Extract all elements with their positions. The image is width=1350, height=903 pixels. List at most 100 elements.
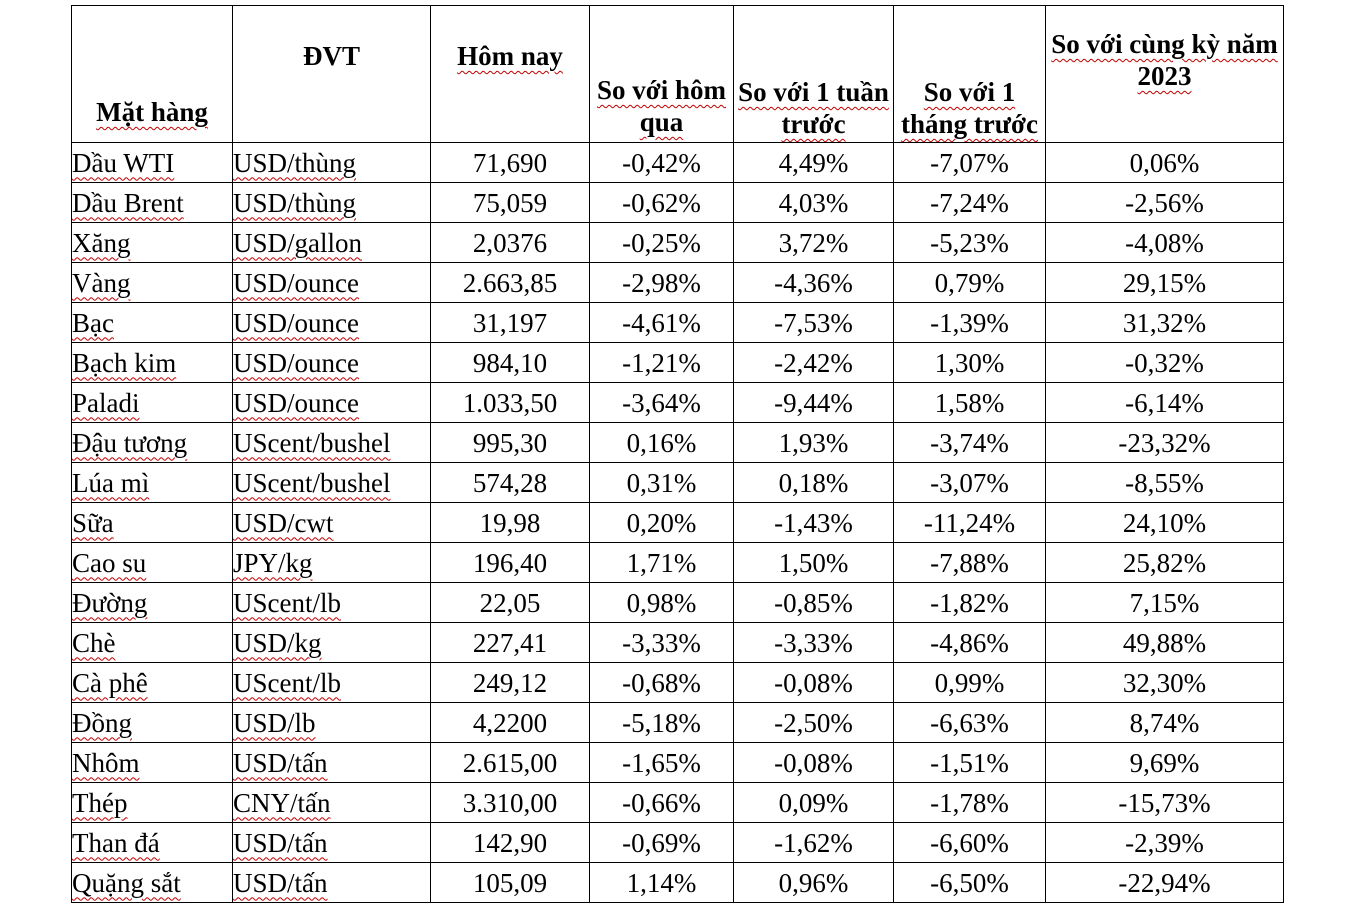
cell-vs-day: -1,21%	[589, 342, 734, 383]
cell-vs-month: -1,78%	[893, 782, 1046, 823]
cell-today: 2,0376	[430, 222, 590, 263]
cell-item: Quặng sắt	[71, 862, 233, 903]
cell-vs-day: 1,71%	[589, 542, 734, 583]
cell-vs-year: -0,32%	[1045, 342, 1284, 383]
cell-vs-week: 3,72%	[733, 222, 894, 263]
cell-vs-year: 0,06%	[1045, 142, 1284, 183]
table-body: Dầu WTI USD/thùng 71,690 -0,42% 4,49% -7,07% 0…	[71, 142, 1284, 903]
cell-vs-day: 0,20%	[589, 502, 734, 543]
cell-vs-week: -2,42%	[733, 342, 894, 383]
cell-today: 2.615,00	[430, 742, 590, 783]
cell-today: 3.310,00	[430, 782, 590, 823]
cell-vs-month: -5,23%	[893, 222, 1046, 263]
cell-vs-week: 1,50%	[733, 542, 894, 583]
cell-vs-week: -9,44%	[733, 382, 894, 423]
cell-unit: USD/lb	[232, 702, 431, 743]
cell-today: 105,09	[430, 862, 590, 903]
cell-unit: USD/ounce	[232, 302, 431, 343]
cell-vs-year: 49,88%	[1045, 622, 1284, 663]
cell-vs-week: -0,85%	[733, 582, 894, 623]
cell-item: Bạc	[71, 302, 233, 343]
table-row: Paladi USD/ounce 1.033,50 -3,64% -9,44% 1,58%…	[71, 382, 1284, 423]
cell-vs-day: -4,61%	[589, 302, 734, 343]
cell-vs-day: 0,16%	[589, 422, 734, 463]
table-row: Dầu WTI USD/thùng 71,690 -0,42% 4,49% -7,07% 0…	[71, 142, 1284, 183]
cell-vs-month: -4,86%	[893, 622, 1046, 663]
header-cell-vs-year: So với cùng kỳ năm 2023	[1045, 5, 1284, 143]
cell-vs-month: 1,58%	[893, 382, 1046, 423]
cell-vs-week: 4,49%	[733, 142, 894, 183]
cell-vs-month: -3,74%	[893, 422, 1046, 463]
cell-vs-month: -1,51%	[893, 742, 1046, 783]
cell-item: Vàng	[71, 262, 233, 303]
header-row: Mặt hàng ĐVT Hôm nay So với hôm qua So v…	[71, 5, 1284, 143]
table-row: Xăng USD/gallon 2,0376 -0,25% 3,72% -5,23% -4,…	[71, 222, 1284, 263]
table-row: Sữa USD/cwt 19,98 0,20% -1,43% -11,24% 24,10%	[71, 502, 1284, 543]
cell-item: Than đá	[71, 822, 233, 863]
cell-vs-year: -4,08%	[1045, 222, 1284, 263]
cell-vs-day: -5,18%	[589, 702, 734, 743]
cell-vs-month: -7,07%	[893, 142, 1046, 183]
cell-item: Đường	[71, 582, 233, 623]
cell-vs-week: 1,93%	[733, 422, 894, 463]
cell-item: Paladi	[71, 382, 233, 423]
table-row: Đậu tương UScent/bushel 995,30 0,16% 1,93% -3…	[71, 422, 1284, 463]
cell-item: Dầu Brent	[71, 182, 233, 223]
cell-today: 227,41	[430, 622, 590, 663]
table-row: Bạch kim USD/ounce 984,10 -1,21% -2,42% 1,30%…	[71, 342, 1284, 383]
commodity-price-table: Mặt hàng ĐVT Hôm nay So với hôm qua So v…	[71, 5, 1284, 903]
cell-vs-day: -0,42%	[589, 142, 734, 183]
cell-today: 75,059	[430, 182, 590, 223]
cell-vs-month: 1,30%	[893, 342, 1046, 383]
cell-vs-year: 29,15%	[1045, 262, 1284, 303]
cell-vs-day: -3,33%	[589, 622, 734, 663]
cell-vs-year: 8,74%	[1045, 702, 1284, 743]
cell-vs-week: -1,62%	[733, 822, 894, 863]
cell-today: 19,98	[430, 502, 590, 543]
cell-vs-day: -1,65%	[589, 742, 734, 783]
cell-vs-day: -0,69%	[589, 822, 734, 863]
table-row: Chè USD/kg 227,41 -3,33% -3,33% -4,86% 49,88%	[71, 622, 1284, 663]
table-row: Nhôm USD/tấn 2.615,00 -1,65% -0,08% -1,51% 9,6…	[71, 742, 1284, 783]
cell-item: Bạch kim	[71, 342, 233, 383]
cell-vs-week: -0,08%	[733, 742, 894, 783]
cell-today: 4,2200	[430, 702, 590, 743]
cell-vs-week: -4,36%	[733, 262, 894, 303]
cell-vs-year: 32,30%	[1045, 662, 1284, 703]
cell-today: 995,30	[430, 422, 590, 463]
cell-vs-year: 25,82%	[1045, 542, 1284, 583]
cell-unit: USD/kg	[232, 622, 431, 663]
cell-today: 196,40	[430, 542, 590, 583]
cell-unit: USD/cwt	[232, 502, 431, 543]
cell-today: 31,197	[430, 302, 590, 343]
cell-unit: USD/ounce	[232, 382, 431, 423]
cell-vs-week: 0,09%	[733, 782, 894, 823]
cell-vs-month: -1,39%	[893, 302, 1046, 343]
table-row: Than đá USD/tấn 142,90 -0,69% -1,62% -6,60% -2…	[71, 822, 1284, 863]
table-row: Lúa mì UScent/bushel 574,28 0,31% 0,18% -3,07…	[71, 462, 1284, 503]
table-row: Cao su JPY/kg 196,40 1,71% 1,50% -7,88% 25,82%	[71, 542, 1284, 583]
cell-vs-month: -7,24%	[893, 182, 1046, 223]
header-cell-vs-week: So với 1 tuần trước	[733, 5, 894, 143]
cell-vs-day: 0,31%	[589, 462, 734, 503]
cell-item: Thép	[71, 782, 233, 823]
cell-item: Đồng	[71, 702, 233, 743]
table-row: Vàng USD/ounce 2.663,85 -2,98% -4,36% 0,79% 29…	[71, 262, 1284, 303]
cell-unit: UScent/lb	[232, 582, 431, 623]
cell-vs-week: -7,53%	[733, 302, 894, 343]
cell-item: Dầu WTI	[71, 142, 233, 183]
cell-today: 142,90	[430, 822, 590, 863]
table-row: Bạc USD/ounce 31,197 -4,61% -7,53% -1,39% 31,3…	[71, 302, 1284, 343]
cell-vs-year: -2,56%	[1045, 182, 1284, 223]
table-row: Đường UScent/lb 22,05 0,98% -0,85% -1,82% 7,15…	[71, 582, 1284, 623]
cell-item: Chè	[71, 622, 233, 663]
table-row: Quặng sắt USD/tấn 105,09 1,14% 0,96% -6,50% -2…	[71, 862, 1284, 903]
cell-vs-month: -6,63%	[893, 702, 1046, 743]
cell-today: 249,12	[430, 662, 590, 703]
cell-unit: CNY/tấn	[232, 782, 431, 823]
cell-item: Lúa mì	[71, 462, 233, 503]
cell-vs-year: -6,14%	[1045, 382, 1284, 423]
cell-today: 1.033,50	[430, 382, 590, 423]
cell-vs-day: 0,98%	[589, 582, 734, 623]
cell-unit: JPY/kg	[232, 542, 431, 583]
